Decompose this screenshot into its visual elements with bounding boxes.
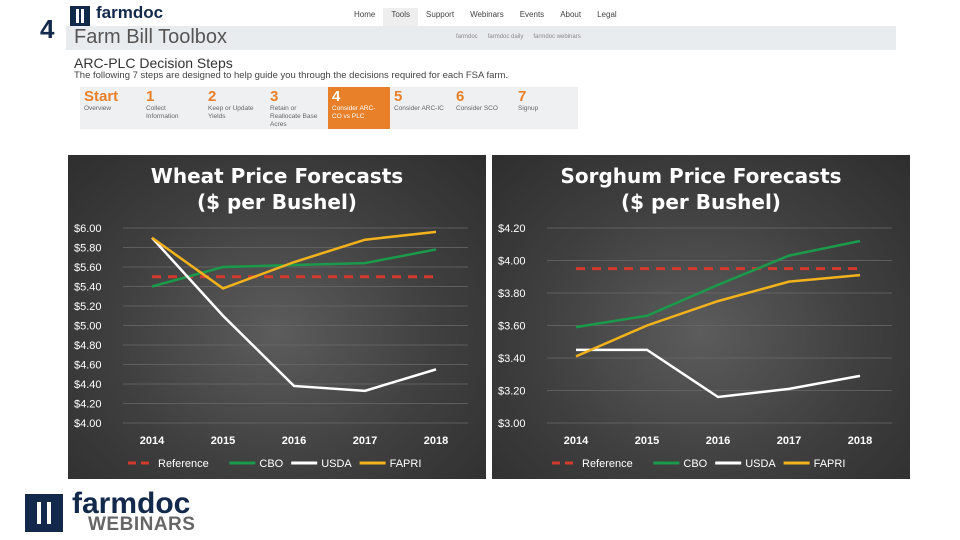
y-tick-label: $5.40	[74, 282, 102, 294]
legend-label-usda: USDA	[321, 458, 352, 470]
step-number: 1	[146, 88, 155, 105]
steps-description: The following 7 steps are designed to he…	[74, 70, 509, 81]
y-tick-label: $5.20	[74, 301, 102, 313]
series-line-fapri	[575, 273, 861, 358]
legend-label-fapri: FAPRI	[814, 458, 846, 470]
step-7[interactable]: 7 Signup	[514, 87, 576, 129]
step-label: Consider ARC-CO vs PLC	[332, 105, 376, 120]
legend-label-reference: Reference	[158, 458, 209, 470]
toolbox-bar: Farm Bill Toolbox farmdoc farmdoc daily …	[66, 26, 896, 50]
step-2[interactable]: 2 Keep or Update Yields	[204, 87, 266, 129]
series-line-cbo	[151, 248, 437, 288]
step-3[interactable]: 3 Retain or Reallocate Base Acres	[266, 87, 328, 129]
y-tick-label: $4.40	[74, 379, 102, 391]
step-6[interactable]: 6 Consider SCO	[452, 87, 514, 129]
step-1[interactable]: 1 Collect Information	[142, 87, 204, 129]
nav-item-support[interactable]: Support	[426, 10, 455, 19]
x-tick-label: 2017	[353, 435, 377, 447]
x-tick-label: 2014	[140, 435, 165, 447]
x-tick-label: 2015	[635, 435, 659, 447]
legend-label-usda: USDA	[745, 458, 776, 470]
x-tick-label: 2016	[706, 435, 730, 447]
step-number: 5	[394, 88, 403, 105]
y-tick-label: $4.00	[498, 256, 526, 268]
step-label: Consider ARC-IC	[394, 105, 444, 112]
decision-steps: Start Overview 1 Collect Information 2 K…	[80, 87, 578, 129]
series-line-cbo	[575, 239, 861, 329]
step-number: Start	[84, 88, 119, 105]
y-tick-label: $3.80	[498, 288, 526, 300]
footer-brand: farmdoc	[72, 487, 191, 520]
y-tick-label: $3.60	[498, 321, 526, 333]
nav-item-webinars[interactable]: Webinars	[470, 10, 504, 19]
nav-item-tools[interactable]: Tools	[383, 8, 419, 28]
nav-item-about[interactable]: About	[560, 10, 582, 19]
toolbox-title: Farm Bill Toolbox	[74, 26, 228, 48]
chart-svg: Sorghum Price Forecasts($ per Bushel) $4.…	[498, 164, 892, 470]
step-label: Keep or Update Yields	[208, 105, 254, 120]
chart-subtitle: ($ per Bushel)	[197, 190, 357, 214]
step-number: 3	[270, 88, 279, 105]
main-nav: Home Tools Support Webinars Events About…	[346, 8, 625, 28]
legend-label-cbo: CBO	[259, 458, 283, 470]
y-tick-label: $3.00	[498, 418, 526, 430]
chart-svg: Wheat Price Forecasts($ per Bushel) $6.00…	[74, 164, 468, 470]
step-label: Collect Information	[146, 105, 179, 120]
y-tick-label: $4.20	[74, 399, 102, 411]
y-tick-label: $3.40	[498, 353, 526, 365]
site-brand[interactable]: farmdoc	[96, 3, 164, 22]
slide-number: 4	[40, 14, 55, 44]
x-tick-label: 2014	[564, 435, 589, 447]
nav-item-events[interactable]: Events	[519, 10, 545, 19]
step-number: 2	[208, 88, 217, 105]
site-header: farmdoc Home Tools Support Webinars Even…	[66, 2, 896, 50]
step-number: 4	[332, 88, 341, 105]
step-5[interactable]: 5 Consider ARC-IC	[390, 87, 452, 129]
step-label: Consider SCO	[456, 105, 498, 112]
x-tick-label: 2018	[848, 435, 872, 447]
x-tick-label: 2015	[211, 435, 235, 447]
x-tick-label: 2017	[777, 435, 801, 447]
y-tick-label: $3.20	[498, 386, 526, 398]
y-tick-label: $5.00	[74, 321, 102, 333]
subnav-farmdoc-webinars[interactable]: farmdoc webinars	[533, 34, 581, 40]
x-tick-label: 2018	[424, 435, 448, 447]
series-line-fapri	[151, 230, 437, 290]
nav-item-home[interactable]: Home	[354, 10, 376, 19]
sorghum-price-chart: Sorghum Price Forecasts ($ per Bushel) $4.…	[492, 155, 910, 479]
step-label: Signup	[518, 105, 539, 112]
y-tick-label: $4.20	[498, 223, 526, 235]
step-label: Retain or Reallocate Base Acres	[270, 105, 318, 128]
step-start[interactable]: Start Overview	[80, 87, 142, 129]
step-4[interactable]: 4 Consider ARC-CO vs PLC	[328, 87, 390, 129]
y-tick-label: $4.80	[74, 340, 102, 352]
chart-title: Sorghum Price Forecasts	[560, 164, 841, 188]
x-tick-label: 2016	[282, 435, 306, 447]
nav-item-legal[interactable]: Legal	[597, 10, 617, 19]
y-tick-label: $5.80	[74, 243, 102, 255]
illinois-block-i-icon	[25, 494, 63, 532]
step-label: Overview	[84, 105, 112, 112]
sub-nav: farmdoc farmdoc daily farmdoc webinars	[456, 34, 581, 40]
y-tick-label: $6.00	[74, 223, 102, 235]
step-number: 6	[456, 88, 465, 105]
legend-label-fapri: FAPRI	[390, 458, 422, 470]
wheat-price-chart: Wheat Price Forecasts ($ per Bushel) $6.00…	[68, 155, 486, 479]
footer-sub-brand: WEBINARS	[88, 514, 196, 535]
y-tick-label: $4.60	[74, 360, 102, 372]
series-line-usda	[576, 348, 861, 399]
series-line-usda	[151, 236, 437, 393]
subnav-farmdoc-daily[interactable]: farmdoc daily	[487, 34, 524, 40]
legend-label-cbo: CBO	[683, 458, 707, 470]
chart-title: Wheat Price Forecasts	[151, 164, 403, 188]
step-number: 7	[518, 88, 527, 105]
y-tick-label: $4.00	[74, 418, 102, 430]
legend-label-reference: Reference	[582, 458, 633, 470]
y-tick-label: $5.60	[74, 262, 102, 274]
subnav-farmdoc[interactable]: farmdoc	[456, 34, 478, 40]
illinois-logo-icon	[70, 6, 90, 26]
steps-title: ARC-PLC Decision Steps	[74, 55, 233, 71]
chart-subtitle: ($ per Bushel)	[621, 190, 781, 214]
